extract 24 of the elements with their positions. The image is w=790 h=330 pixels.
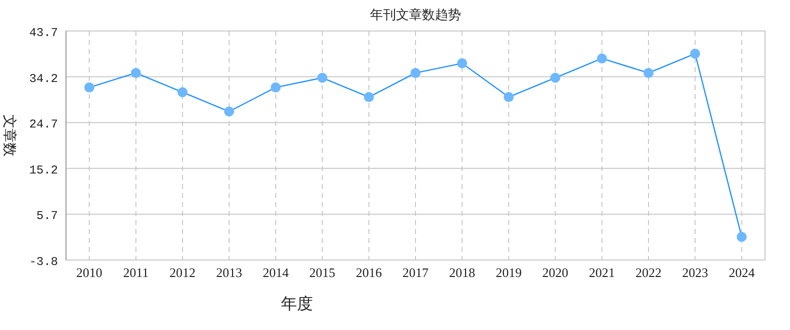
x-tick-label: 2021 [588, 265, 615, 280]
y-axis-title: 文章数 [1, 114, 17, 156]
y-tick-label: -3.8 [29, 255, 58, 269]
y-tick-label: 24.7 [29, 118, 58, 132]
x-tick-label: 2015 [309, 265, 336, 280]
y-tick-label: 5.7 [36, 209, 58, 224]
x-tick-label: 2012 [170, 265, 196, 280]
x-tick-label: 2022 [636, 265, 662, 280]
x-tick-label: 2010 [76, 265, 102, 280]
x-tick-label: 2019 [496, 265, 522, 280]
chart-title: 年刊文章数趋势 [370, 7, 461, 22]
x-tick-label: 2016 [356, 265, 382, 280]
x-tick-label: 2020 [542, 265, 568, 280]
x-axis-title: 年度 [281, 295, 313, 313]
x-tick-label: 2013 [216, 265, 242, 280]
x-tick-label: 2017 [402, 265, 429, 280]
y-tick-label: 43.7 [29, 26, 58, 40]
x-tick-label: 2011 [123, 265, 149, 280]
x-tick-label: 2018 [449, 265, 476, 280]
x-tick-label: 2014 [262, 265, 290, 280]
y-tick-label: 15.2 [29, 163, 58, 178]
y-tick-label: 34.2 [29, 72, 58, 86]
x-tick-label: 2024 [728, 265, 756, 280]
x-tick-label: 2023 [682, 265, 708, 280]
